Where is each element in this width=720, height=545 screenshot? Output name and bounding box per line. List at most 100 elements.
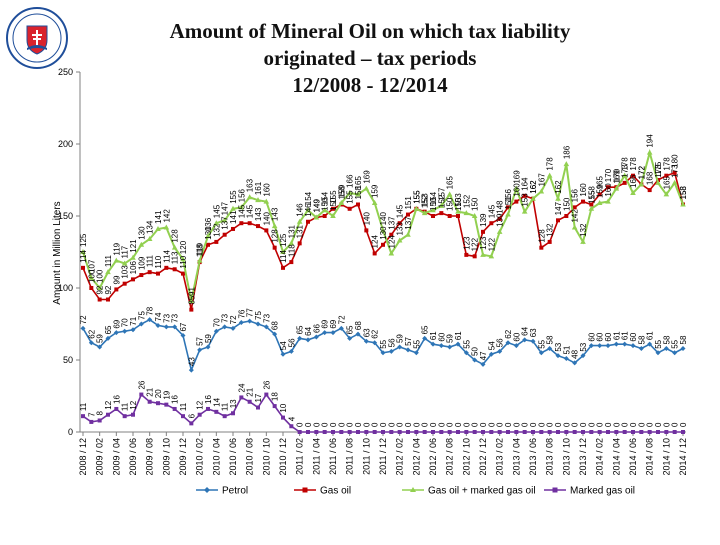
ministry-logo — [6, 7, 68, 69]
data-label: 58 — [662, 335, 671, 344]
data-label: 12 — [104, 400, 113, 409]
data-point — [114, 287, 119, 292]
data-point — [547, 430, 552, 434]
data-label: 150 — [329, 197, 338, 211]
x-tick-label: 2010 / 12 — [278, 438, 288, 476]
data-point — [272, 404, 277, 409]
data-label: 59 — [396, 334, 405, 343]
data-label: 73 — [262, 313, 271, 322]
data-point — [246, 194, 253, 200]
data-label: 0 — [404, 422, 413, 427]
data-label: 0 — [454, 422, 463, 427]
data-label: 78 — [146, 306, 155, 315]
data-point — [488, 351, 494, 357]
data-label: 0 — [596, 422, 605, 427]
data-label: 16 — [112, 395, 121, 404]
data-label: 0 — [429, 422, 438, 427]
data-label: 132 — [579, 223, 588, 237]
data-label: 11 — [79, 402, 88, 411]
data-label: 107 — [87, 259, 96, 273]
data-label: 65 — [104, 325, 113, 334]
data-label: 0 — [446, 422, 455, 427]
data-label: 58 — [546, 335, 555, 344]
data-label: 150 — [429, 197, 438, 211]
data-point — [146, 236, 153, 242]
data-point — [321, 207, 328, 213]
data-point — [663, 345, 669, 351]
data-point — [597, 430, 602, 434]
data-label: 0 — [529, 422, 538, 427]
x-tick-label: 2014 / 02 — [595, 438, 605, 476]
data-label: 61 — [454, 331, 463, 340]
data-label: 173 — [654, 164, 663, 178]
data-label: 143 — [254, 207, 263, 221]
data-label: 92 — [96, 285, 105, 294]
data-label: 17 — [254, 393, 263, 402]
title-line-3: 12/2008 - 12/2014 — [292, 73, 448, 97]
data-point — [605, 343, 611, 349]
data-label: 160 — [604, 183, 613, 197]
data-label: 106 — [129, 260, 138, 274]
data-point — [331, 430, 335, 434]
data-point — [539, 430, 544, 434]
data-point — [405, 231, 411, 237]
data-label: 162 — [529, 180, 538, 194]
data-point — [505, 211, 511, 217]
data-label: 103 — [121, 265, 130, 279]
data-label: 59 — [446, 334, 455, 343]
data-point — [539, 245, 544, 250]
legend: Petrol Gas oil Gas oil + marked gas oil Mar… — [196, 486, 635, 497]
y-tick-label: 200 — [58, 139, 73, 149]
data-label: 62 — [87, 329, 96, 338]
data-label: 70 — [212, 318, 221, 327]
data-label: 161 — [254, 181, 263, 195]
x-tick-label: 2014 / 10 — [661, 438, 671, 476]
data-point — [397, 344, 403, 350]
x-tick-label: 2012 / 04 — [411, 438, 421, 476]
data-point — [288, 240, 295, 246]
data-label: 55 — [462, 339, 471, 348]
data-point — [131, 277, 135, 282]
data-label: 156 — [571, 188, 580, 202]
data-point — [264, 228, 269, 233]
data-label: 0 — [654, 422, 663, 427]
data-point — [89, 419, 94, 424]
data-label: 155 — [229, 190, 238, 204]
data-point — [564, 430, 569, 434]
data-point — [164, 265, 169, 270]
data-label: 172 — [637, 165, 646, 179]
data-point — [371, 200, 378, 206]
data-label: 72 — [229, 315, 238, 324]
y-tick-label: 150 — [58, 211, 73, 221]
x-tick-label: 2012 / 06 — [428, 438, 438, 476]
data-point — [122, 414, 127, 419]
data-point — [631, 430, 635, 434]
data-label: 55 — [671, 339, 680, 348]
data-point — [281, 415, 285, 420]
data-point — [430, 207, 436, 213]
data-point — [297, 430, 302, 434]
data-label: 110 — [154, 255, 163, 268]
data-point — [422, 430, 427, 434]
data-point — [605, 198, 611, 204]
data-point — [580, 353, 586, 359]
data-point — [406, 430, 410, 434]
legend-marker — [410, 487, 416, 492]
data-label: 0 — [612, 422, 621, 427]
legend-label: Marked gas oil — [570, 486, 635, 497]
data-label: 165 — [446, 176, 455, 190]
data-point — [496, 228, 503, 234]
data-label: 53 — [579, 342, 588, 351]
data-point — [171, 244, 178, 250]
data-point — [355, 331, 361, 337]
data-point — [313, 334, 319, 340]
data-point — [588, 205, 595, 211]
data-point — [205, 344, 211, 350]
data-point — [446, 191, 453, 197]
data-label: 56 — [496, 338, 505, 347]
data-point — [405, 347, 411, 353]
data-label: 0 — [662, 422, 671, 427]
data-point — [664, 173, 669, 178]
data-point — [456, 214, 460, 218]
data-label: 85 — [187, 295, 196, 304]
